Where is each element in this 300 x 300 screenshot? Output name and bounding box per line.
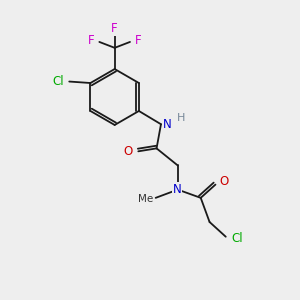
Text: N: N — [162, 118, 171, 131]
Text: F: F — [134, 34, 141, 47]
Text: Cl: Cl — [52, 75, 64, 88]
Text: O: O — [219, 175, 228, 188]
Text: H: H — [177, 113, 185, 123]
Text: F: F — [88, 34, 95, 47]
Text: F: F — [111, 22, 118, 35]
Text: N: N — [173, 182, 182, 196]
Text: Me: Me — [138, 194, 153, 204]
Text: Cl: Cl — [231, 232, 243, 245]
Text: O: O — [124, 145, 133, 158]
